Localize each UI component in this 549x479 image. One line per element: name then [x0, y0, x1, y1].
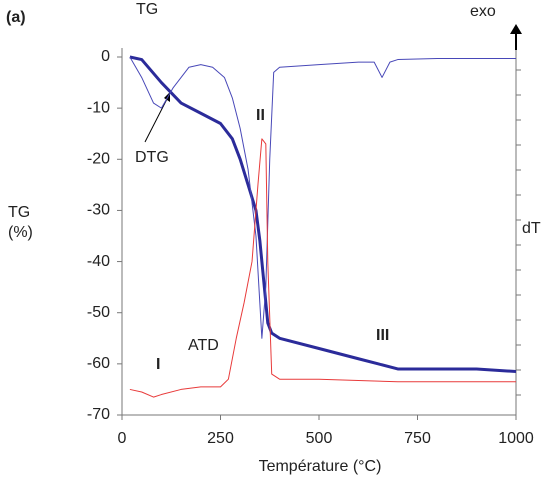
- dtg-arrow-head: [164, 92, 170, 102]
- annotation: exo: [470, 3, 496, 20]
- x-axis-label: Température (°C): [259, 458, 382, 475]
- annotation: II: [256, 107, 265, 124]
- series-label: DTG: [135, 149, 169, 166]
- series-line: [129, 56, 516, 339]
- series-line: [129, 55, 517, 374]
- panel-label: (a): [6, 9, 26, 26]
- y-axis-label: TG (%): [8, 204, 33, 241]
- y-tick-label: 0: [101, 48, 110, 65]
- annotation: I: [156, 356, 160, 373]
- y-tick-label: -10: [87, 99, 110, 116]
- x-tick-label: 500: [306, 430, 333, 447]
- y2-axis-label: dT: [522, 220, 541, 237]
- exo-arrow-head: [510, 24, 522, 34]
- x-tick-label: 250: [207, 430, 234, 447]
- y-tick-label: -70: [87, 406, 110, 423]
- x-tick-label: 1000: [498, 430, 534, 447]
- y-tick-label: -30: [87, 202, 110, 219]
- series-label: ATD: [188, 337, 219, 354]
- y-tick-label: -60: [87, 355, 110, 372]
- annotation: III: [376, 327, 389, 344]
- x-tick-label: 0: [118, 430, 127, 447]
- dtg-arrow: [144, 96, 169, 143]
- y-tick-label: -40: [87, 253, 110, 270]
- x-tick-label: 750: [404, 430, 431, 447]
- y-tick-label: -20: [87, 151, 110, 168]
- series-line: [129, 138, 516, 398]
- series-label: TG: [136, 1, 158, 18]
- y-tick-label: -50: [87, 304, 110, 321]
